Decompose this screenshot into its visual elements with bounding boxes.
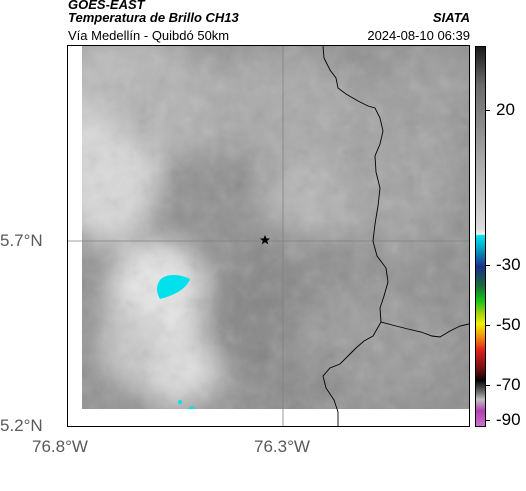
timestamp-label: 2024-08-10 06:39 [367,28,470,43]
colorbar-tick [486,265,490,266]
region-label: Vía Medellín - Quibdó 50km [68,28,230,43]
star-icon[interactable] [259,235,271,245]
colorbar-tick [486,385,490,386]
longitude-label: 76.3°W [254,437,310,456]
cold-cloud-patch [188,406,196,409]
brightness-temperature-field [82,46,469,409]
colorbar-label: -70 [496,375,521,394]
cold-cloud-patch [157,275,190,299]
temperature-colorbar [475,46,486,427]
colorbar-label: 20 [496,100,515,119]
colorbar-tick [486,420,490,421]
colorbar-tick [486,325,490,326]
latitude-label: 5.2°N [0,416,43,435]
colorbar-label: -30 [496,255,521,274]
satellite-map[interactable] [67,45,470,427]
product-title: Temperatura de Brillo CH13 [68,10,239,25]
longitude-label: 76.8°W [32,437,88,456]
latitude-label: 5.7°N [0,231,43,250]
colorbar-label: -50 [496,315,521,334]
source-title: GOES-EAST [68,0,145,12]
colorbar-label: -90 [496,410,521,429]
boundary-line [322,46,469,338]
agency-label: SIATA [432,10,470,25]
map-canvas [68,46,469,426]
cold-cloud-patch [178,400,182,404]
boundary-line [322,321,382,426]
colorbar-tick [486,110,490,111]
